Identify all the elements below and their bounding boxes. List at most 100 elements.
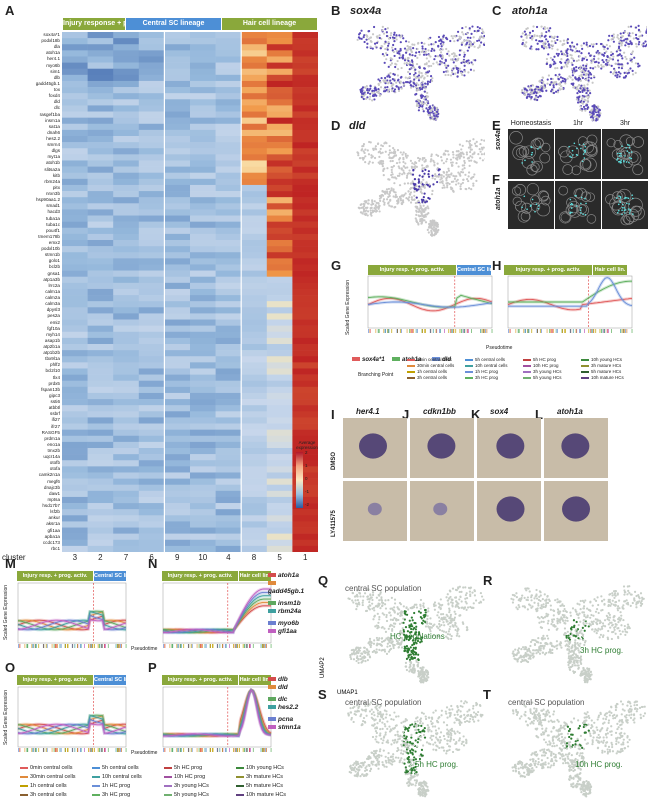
cell-rug bbox=[246, 644, 247, 648]
heatmap-cell bbox=[164, 227, 191, 235]
heatmap-cell bbox=[190, 429, 216, 437]
umap-cell bbox=[542, 85, 545, 88]
heatmap-cell bbox=[62, 68, 88, 76]
heatmap-cell bbox=[241, 227, 268, 235]
series-line bbox=[508, 277, 633, 307]
umap-cell bbox=[403, 172, 406, 175]
umap-cell bbox=[423, 77, 426, 80]
umap-cell bbox=[560, 617, 564, 620]
cell-rug bbox=[94, 644, 95, 648]
umap-cell bbox=[428, 628, 432, 631]
heatmap-cell bbox=[215, 350, 242, 357]
heatmap-cell bbox=[138, 38, 165, 45]
umap-cell bbox=[464, 173, 467, 176]
heatmap-cell bbox=[190, 136, 216, 143]
umap-cell bbox=[413, 75, 416, 78]
umap-cell bbox=[391, 49, 394, 52]
umap-cell bbox=[422, 602, 425, 605]
heatmap-cell bbox=[266, 160, 293, 167]
umap-cell bbox=[390, 171, 394, 174]
umap-cell bbox=[470, 148, 473, 151]
heatmap-cell bbox=[113, 478, 140, 486]
heatmap-cell bbox=[190, 295, 216, 302]
micrograph-cell bbox=[514, 200, 527, 212]
umap-cell bbox=[423, 90, 426, 93]
cell-rug bbox=[80, 644, 82, 648]
umap-cell bbox=[474, 144, 477, 148]
heatmap-cell bbox=[113, 264, 140, 271]
micrograph-puncta bbox=[580, 196, 583, 199]
heatmap-cell bbox=[266, 288, 293, 296]
umap-cell bbox=[461, 26, 464, 30]
umap-cell bbox=[349, 654, 352, 657]
series-line bbox=[17, 719, 127, 735]
umap-cell bbox=[581, 96, 584, 99]
umap-cell bbox=[415, 220, 418, 223]
umap-cell bbox=[384, 52, 388, 55]
cell-rug bbox=[72, 748, 74, 752]
heatmap-cell bbox=[62, 99, 88, 106]
panel-label-M: M bbox=[5, 556, 16, 571]
heatmap-cell bbox=[138, 123, 165, 131]
heatmap-cell bbox=[292, 56, 318, 63]
cell-rug bbox=[119, 644, 120, 648]
umap-cell bbox=[399, 54, 402, 57]
umap-cell bbox=[394, 65, 397, 69]
umap-cell bbox=[570, 61, 573, 64]
umap-cell bbox=[442, 35, 445, 38]
micrograph-cell bbox=[585, 144, 598, 158]
heatmap-cell bbox=[62, 111, 88, 118]
umap-cell bbox=[430, 47, 434, 50]
umap-cell bbox=[387, 44, 390, 47]
umap-cell bbox=[566, 41, 569, 44]
umap-cell bbox=[385, 58, 388, 61]
heatmap-cell bbox=[113, 344, 140, 351]
umap-cell bbox=[542, 47, 546, 50]
umap-cell bbox=[535, 25, 539, 29]
umap-cell bbox=[615, 71, 618, 74]
heatmap-cell bbox=[215, 32, 242, 39]
heatmap-cell bbox=[292, 136, 318, 143]
umap-cell bbox=[420, 638, 423, 641]
umap-cell bbox=[422, 110, 425, 113]
heatmap-cell bbox=[266, 539, 293, 547]
micrograph-puncta bbox=[580, 202, 582, 205]
cell-rug bbox=[117, 748, 118, 752]
heatmap-cell bbox=[266, 111, 293, 118]
ish-row-ly: LY411575 bbox=[331, 510, 337, 537]
heatmap-cell bbox=[87, 203, 114, 210]
micrograph-cell bbox=[520, 211, 531, 222]
umap-cell bbox=[448, 628, 451, 631]
umap-cell bbox=[349, 656, 352, 659]
heatmap-cell bbox=[87, 209, 114, 216]
heatmap-cell bbox=[241, 142, 268, 149]
heatmap-cell bbox=[87, 319, 114, 326]
GH-cell-legend-item: 10h young HCs bbox=[581, 357, 622, 362]
cell-rug bbox=[225, 748, 227, 752]
cell-rug bbox=[91, 644, 93, 648]
cell-rug bbox=[46, 748, 48, 752]
heatmap-cell bbox=[164, 160, 191, 167]
umap-cell bbox=[451, 601, 454, 605]
umap-cell bbox=[553, 55, 556, 58]
heatmap-cell bbox=[241, 521, 268, 528]
umap-cell bbox=[399, 629, 402, 632]
umap-cell bbox=[468, 27, 471, 30]
heatmap-cell bbox=[292, 411, 318, 418]
heatmap-cell bbox=[164, 209, 191, 216]
umap-cell bbox=[376, 627, 379, 630]
heatmap-legend-tick: -2 bbox=[305, 502, 310, 507]
heatmap-cell bbox=[138, 203, 165, 210]
umap-cell bbox=[419, 677, 422, 681]
heatmap-cell bbox=[164, 87, 191, 94]
heatmap-cell bbox=[138, 478, 165, 486]
umap-cell bbox=[617, 37, 620, 40]
umap-cell bbox=[467, 140, 471, 143]
umap-cell bbox=[549, 64, 552, 67]
umap-cell bbox=[426, 164, 429, 167]
heatmap-cell bbox=[87, 356, 114, 363]
heatmap-cell bbox=[138, 270, 165, 278]
GH-cell-legend-item: 5h young HCs bbox=[523, 375, 562, 380]
cell-rug bbox=[450, 329, 452, 333]
cell-rug bbox=[246, 748, 247, 752]
